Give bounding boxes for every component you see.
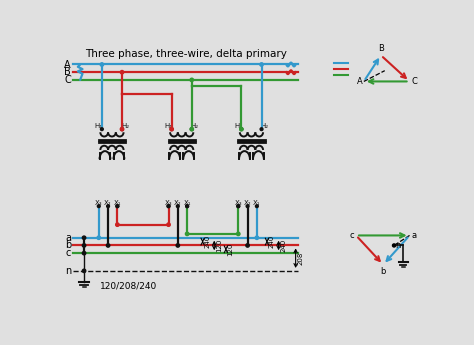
Circle shape (106, 244, 110, 247)
Circle shape (97, 236, 100, 239)
Circle shape (255, 205, 258, 208)
Text: X₃: X₃ (165, 200, 172, 206)
Text: B: B (378, 44, 384, 53)
Text: 240: 240 (204, 235, 210, 248)
Text: X₂: X₂ (104, 200, 112, 206)
Text: X₂: X₂ (174, 200, 182, 206)
Text: H₂: H₂ (121, 123, 129, 129)
Circle shape (97, 205, 100, 208)
Circle shape (100, 128, 103, 130)
Circle shape (107, 205, 109, 208)
Circle shape (260, 63, 263, 66)
Circle shape (120, 70, 124, 74)
Circle shape (237, 232, 240, 236)
Circle shape (116, 205, 119, 208)
Circle shape (186, 205, 189, 208)
Circle shape (176, 205, 179, 208)
Circle shape (260, 128, 263, 130)
Circle shape (170, 128, 173, 131)
Text: n: n (396, 241, 401, 250)
Circle shape (170, 128, 173, 130)
Circle shape (246, 244, 249, 247)
Text: H₂: H₂ (261, 123, 269, 129)
Circle shape (82, 252, 86, 255)
Text: a: a (65, 233, 71, 243)
Circle shape (186, 205, 189, 208)
Circle shape (82, 269, 86, 273)
Text: X₃: X₃ (235, 200, 242, 206)
Circle shape (176, 244, 180, 247)
Circle shape (240, 128, 243, 130)
Circle shape (167, 223, 170, 226)
Text: C: C (64, 75, 71, 85)
Circle shape (392, 244, 396, 247)
Text: 120: 120 (228, 243, 233, 256)
Text: b: b (381, 267, 386, 276)
Text: C: C (411, 77, 417, 86)
Circle shape (191, 128, 193, 130)
Text: c: c (350, 231, 355, 240)
Text: b: b (64, 240, 71, 250)
Text: X₁: X₁ (183, 200, 191, 206)
Text: Three phase, three-wire, delta primary: Three phase, three-wire, delta primary (85, 49, 286, 59)
Text: H₁: H₁ (95, 123, 103, 129)
Text: X₁: X₁ (253, 200, 261, 206)
Circle shape (120, 128, 123, 130)
Circle shape (82, 244, 86, 247)
Circle shape (255, 236, 259, 239)
Circle shape (185, 232, 189, 236)
Text: X₁: X₁ (114, 200, 121, 206)
Text: A: A (64, 59, 71, 69)
Circle shape (167, 205, 170, 208)
Circle shape (190, 78, 193, 82)
Circle shape (116, 205, 119, 208)
Circle shape (237, 205, 240, 208)
Text: X₃: X₃ (95, 200, 102, 206)
Text: c: c (65, 248, 71, 258)
Text: H₂: H₂ (191, 123, 199, 129)
Circle shape (167, 205, 170, 208)
Circle shape (237, 205, 240, 208)
Circle shape (100, 63, 104, 66)
Text: X₂: X₂ (244, 200, 251, 206)
Text: 240: 240 (280, 239, 286, 252)
Text: A: A (356, 77, 362, 86)
Circle shape (246, 205, 249, 208)
Text: 240: 240 (268, 235, 274, 248)
Text: H₁: H₁ (234, 123, 242, 129)
Text: 120: 120 (216, 239, 222, 252)
Circle shape (116, 223, 119, 226)
Circle shape (240, 128, 243, 131)
Text: H₁: H₁ (164, 123, 173, 129)
Text: a: a (411, 231, 416, 240)
Text: 120/208/240: 120/208/240 (100, 282, 158, 291)
Circle shape (190, 128, 193, 131)
Text: n: n (64, 266, 71, 276)
Circle shape (82, 236, 86, 239)
Text: 208: 208 (297, 252, 303, 265)
Text: B: B (64, 67, 71, 77)
Circle shape (120, 128, 124, 131)
